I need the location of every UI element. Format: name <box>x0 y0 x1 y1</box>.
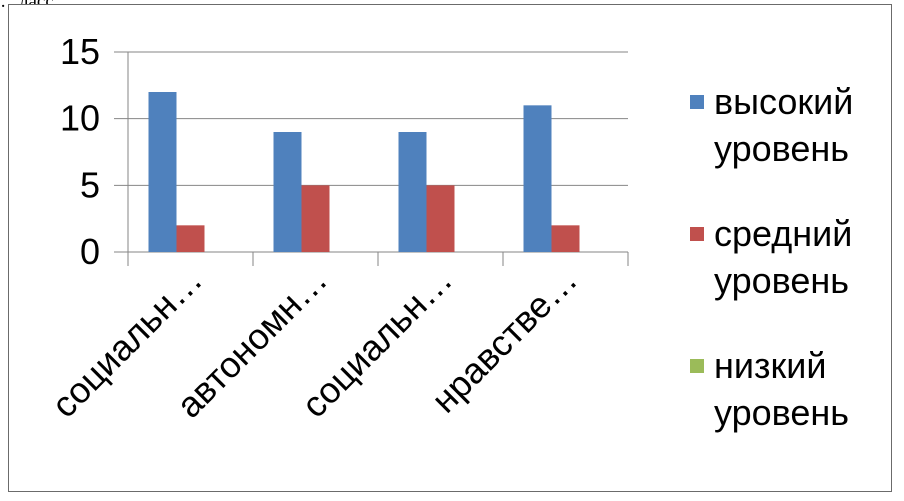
bar-series1-cat3 <box>551 225 580 252</box>
chart-legend: высокий уровень средний уровень низкий у… <box>690 78 900 474</box>
y-tick-label-0: 0 <box>80 231 100 272</box>
bar-series1-cat0 <box>176 225 205 252</box>
legend-label-high: высокий уровень <box>714 81 854 169</box>
bar-series1-cat2 <box>426 185 455 252</box>
bar-series0-cat1 <box>273 132 302 252</box>
legend-item-low: низкий уровень <box>690 342 900 474</box>
bar-series0-cat3 <box>523 105 552 252</box>
legend-item-medium: средний уровень <box>690 210 900 342</box>
legend-item-high: высокий уровень <box>690 78 900 210</box>
legend-swatch-low <box>690 359 704 373</box>
bar-series0-cat0 <box>148 92 177 252</box>
y-tick-label-1: 5 <box>80 164 100 205</box>
bar-series0-cat2 <box>398 132 427 252</box>
y-tick-label-3: 15 <box>60 31 100 72</box>
bar-series1-cat1 <box>301 185 330 252</box>
legend-label-medium: средний уровень <box>714 213 853 301</box>
legend-label-low: низкий уровень <box>714 345 850 433</box>
y-tick-label-2: 10 <box>60 98 100 139</box>
legend-swatch-medium <box>690 227 704 241</box>
legend-swatch-high <box>690 95 704 109</box>
